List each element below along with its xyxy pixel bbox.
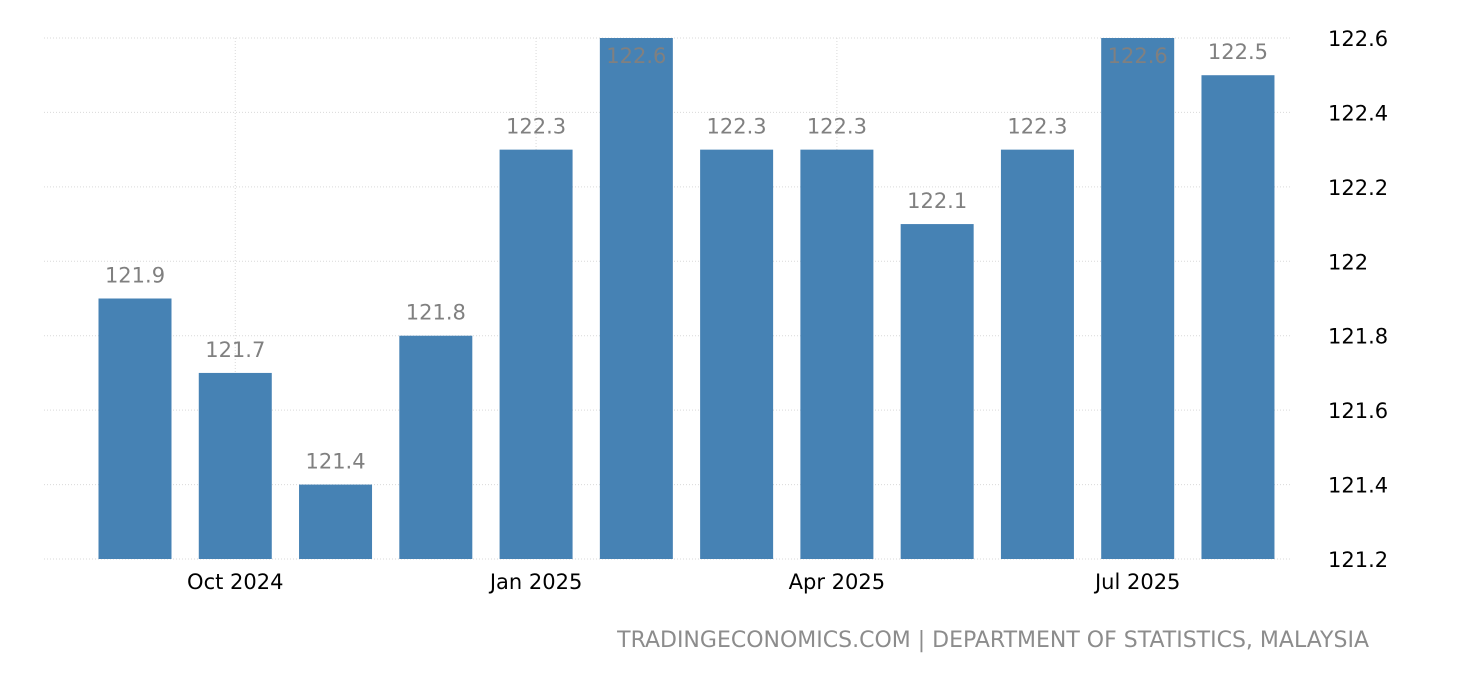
data-label: 122.3 [1007,115,1067,139]
data-label: 122.1 [907,189,967,213]
y-tick-label: 121.8 [1328,325,1388,349]
data-label: 122.3 [807,115,867,139]
bar [299,484,373,559]
data-label: 122.3 [506,115,566,139]
bar [800,149,874,559]
bar [98,298,172,559]
bar [198,372,272,559]
source-credit: TRADINGECONOMICS.COM | DEPARTMENT OF STA… [617,628,1369,653]
bar [1101,38,1175,559]
y-tick-label: 122 [1328,250,1368,274]
data-labels: 121.9 121.7 121.4 121.8 122.3 122.6 122.3 122.3… [105,40,1268,473]
data-label: 122.5 [1208,40,1268,64]
x-tick-label: Jul 2025 [1093,570,1180,594]
y-tick-label: 122.4 [1328,101,1388,125]
x-tick-label: Jan 2025 [488,570,583,594]
bar [399,335,473,559]
bar [1000,149,1074,559]
bar [499,149,573,559]
data-label: 122.6 [606,44,666,68]
bar [599,38,673,559]
data-label: 121.7 [205,338,265,362]
bar [1201,75,1275,559]
y-tick-label: 121.6 [1328,399,1388,423]
data-label: 121.9 [105,264,165,288]
data-label: 122.6 [1108,44,1168,68]
data-label: 122.3 [707,115,767,139]
y-tick-label: 122.6 [1328,27,1388,51]
data-label: 121.4 [305,450,365,474]
data-label: 121.8 [406,301,466,325]
y-tick-label: 121.2 [1328,548,1388,572]
y-axis-ticks: 121.2 121.4 121.6 121.8 122 122.2 122.4 122.6 [1328,27,1388,572]
x-tick-label: Oct 2024 [187,570,283,594]
bar [900,224,974,560]
bars [98,38,1275,560]
x-axis-ticks: Oct 2024 Jan 2025 Apr 2025 Jul 2025 [187,570,1180,594]
bar [700,149,774,559]
y-tick-label: 122.2 [1328,176,1388,200]
y-tick-label: 121.4 [1328,474,1388,498]
x-tick-label: Apr 2025 [789,570,885,594]
